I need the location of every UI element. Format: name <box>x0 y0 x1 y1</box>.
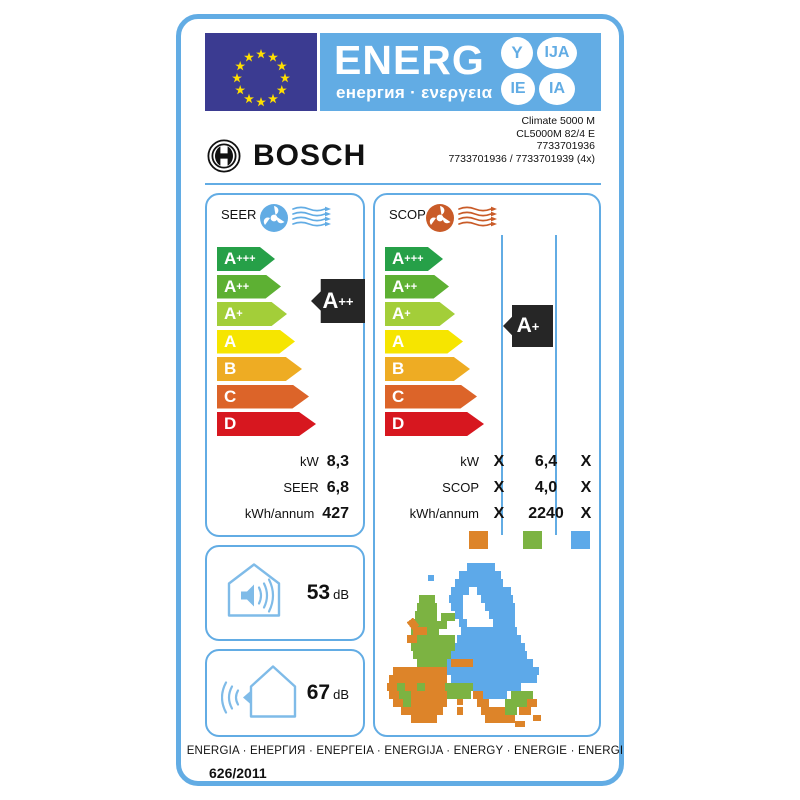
climate-column-divider-1 <box>501 235 503 535</box>
seer-values: kW 8,3 SEER 6,8 kWh/annum 427 <box>207 453 363 531</box>
seer-rating-badge: A ++ <box>311 279 365 323</box>
scop-rating-badge: A + <box>503 305 553 347</box>
scop-values: kW X 6,4 X SCOP X 4,0 X kWh/annum X 2240… <box>375 453 599 531</box>
scale-arrow-a1plus: A + <box>385 302 455 326</box>
legend-swatch-warmer <box>469 531 488 549</box>
climate-zone-legend <box>375 531 599 551</box>
legend-swatch-colder <box>571 531 590 549</box>
scale-arrow-a1plus: A + <box>217 302 287 326</box>
brand-block: BOSCH <box>207 135 366 177</box>
scale-arrow-a: A <box>217 329 295 354</box>
brand-divider <box>205 183 601 185</box>
outdoor-noise-panel: 67 dB <box>205 649 365 737</box>
model-info: Climate 5000 M CL5000M 82/4 E 7733701936… <box>448 115 595 165</box>
scale-arrow-b: B <box>217 357 302 381</box>
scop-title: SCOP <box>389 207 426 222</box>
energy-label-card: ENERG енергия · ενεργεια Y IJA IE IA Cli… <box>176 14 624 786</box>
indoor-sound-icon <box>221 560 287 627</box>
scale-arrow-a2plus: A ++ <box>217 274 281 299</box>
outdoor-noise-value: 67 dB <box>306 681 349 704</box>
europe-climate-zones-map <box>381 553 597 731</box>
label-header: ENERG енергия · ενεργεια Y IJA IE IA <box>205 33 601 111</box>
class-circle-ija: IJA <box>537 37 577 69</box>
scale-arrow-a3plus: A +++ <box>385 247 443 271</box>
indoor-noise-value: 53 dB <box>306 581 349 604</box>
seer-value-row: SEER 6,8 <box>283 479 349 496</box>
legend-swatch-average <box>523 531 542 549</box>
energ-subtitle: енергия · ενεργεια <box>336 83 493 102</box>
model-info-line-2: CL5000M 82/4 E <box>516 127 595 140</box>
outdoor-sound-icon <box>220 661 301 726</box>
eu-flag <box>205 33 317 111</box>
scale-arrow-a2plus: A ++ <box>385 274 449 299</box>
brand-name: BOSCH <box>253 139 367 172</box>
energ-wordmark: ENERG <box>334 37 485 83</box>
scale-arrow-c: C <box>385 384 477 409</box>
seer-value-row: kWh/annum 427 <box>244 505 349 522</box>
bosch-armature-logo <box>207 139 241 173</box>
scale-arrow-a3plus: A +++ <box>217 247 275 271</box>
scop-rating-scale: A +++ A ++ A + A B C D <box>385 247 484 440</box>
footer-regulation: 626/2011 <box>209 765 267 781</box>
energy-class-circles: Y IJA IE IA <box>499 37 595 107</box>
scale-arrow-d: D <box>217 412 316 436</box>
model-info-line-3: 7733701936 <box>536 140 595 152</box>
scop-value-row: kW X 6,4 X <box>460 453 592 470</box>
model-info-line-1: Climate 5000 M <box>521 115 595 127</box>
model-info-line-4: 7733701936 / 7733701939 (4x) <box>448 152 595 165</box>
class-circle-y: Y <box>501 37 533 69</box>
indoor-noise-panel: 53 dB <box>205 545 365 641</box>
scale-arrow-a: A <box>385 329 463 354</box>
scop-value-row: kWh/annum X 2240 X <box>409 505 592 522</box>
cooling-fan-icon <box>259 201 341 240</box>
scale-arrow-b: B <box>385 357 470 381</box>
scale-arrow-d: D <box>385 412 484 436</box>
scop-panel: SCOP <box>373 193 601 737</box>
climate-column-divider-2 <box>555 235 557 535</box>
scop-value-row: SCOP X 4,0 X <box>442 479 592 496</box>
heating-fan-icon <box>425 201 507 240</box>
class-circle-ia: IA <box>539 73 575 105</box>
eu-flag-stars <box>232 49 290 107</box>
seer-rating-scale: A +++ A ++ A + A B C D <box>217 247 316 440</box>
class-circle-ie: IE <box>501 73 535 105</box>
seer-panel: SEER <box>205 193 365 537</box>
seer-value-row: kW 8,3 <box>299 453 349 470</box>
footer-languages: ENERGIA · ЕНЕРГИЯ · ΕΝΕΡΓΕΙΑ · ENERGIJA … <box>186 745 624 757</box>
energ-banner: ENERG енергия · ενεργεια Y IJA IE IA <box>320 33 601 111</box>
scale-arrow-c: C <box>217 384 309 409</box>
seer-title: SEER <box>221 207 257 222</box>
